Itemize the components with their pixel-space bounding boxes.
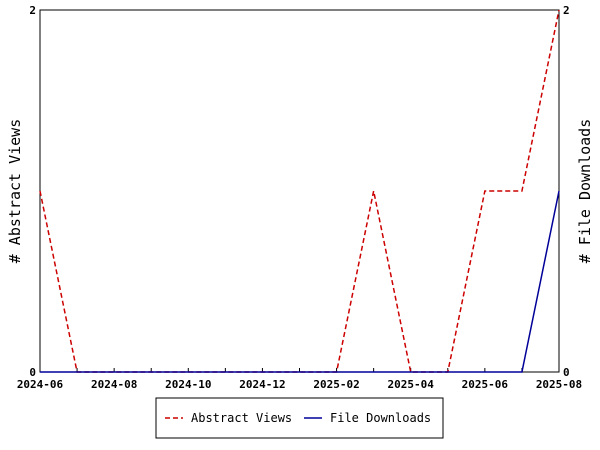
y-axis-title: # Abstract Views [6, 119, 24, 264]
series-line-abstract-views [39, 9, 560, 373]
x-tick-label-2025-02: 2025-02 [313, 378, 359, 391]
x-tick-label-2024-10: 2024-10 [165, 378, 211, 391]
x-tick-label-2024-12: 2024-12 [239, 378, 285, 391]
plot-area [39, 9, 560, 373]
legend-label-abstract-views: Abstract Views [191, 411, 292, 425]
series-layer [39, 9, 560, 373]
y-tick-label-min: 0 [29, 366, 36, 379]
x-tick-label-2025-08: 2025-08 [536, 378, 582, 391]
x-tick-label-2024-06: 2024-06 [17, 378, 64, 391]
x-tick-label-2025-06: 2025-06 [462, 378, 509, 391]
legend: Abstract Views File Downloads [155, 397, 444, 439]
x-tick-label-2025-04: 2025-04 [388, 378, 435, 391]
y-tick-label-max: 2 [29, 4, 36, 17]
legend-label-file-downloads: File Downloads [330, 411, 431, 425]
x-tick-labels: 2024-06 2024-08 2024-10 2024-12 2025-02 2025-… [17, 378, 582, 391]
series-line-file-downloads [40, 190, 560, 373]
x-tick-label-2024-08: 2024-08 [91, 378, 137, 391]
y2-axis-title: # File Downloads [576, 119, 594, 264]
legend-box [155, 397, 444, 439]
y2-tick-label-max: 2 [563, 4, 570, 17]
y2-tick-label-min: 0 [563, 366, 570, 379]
